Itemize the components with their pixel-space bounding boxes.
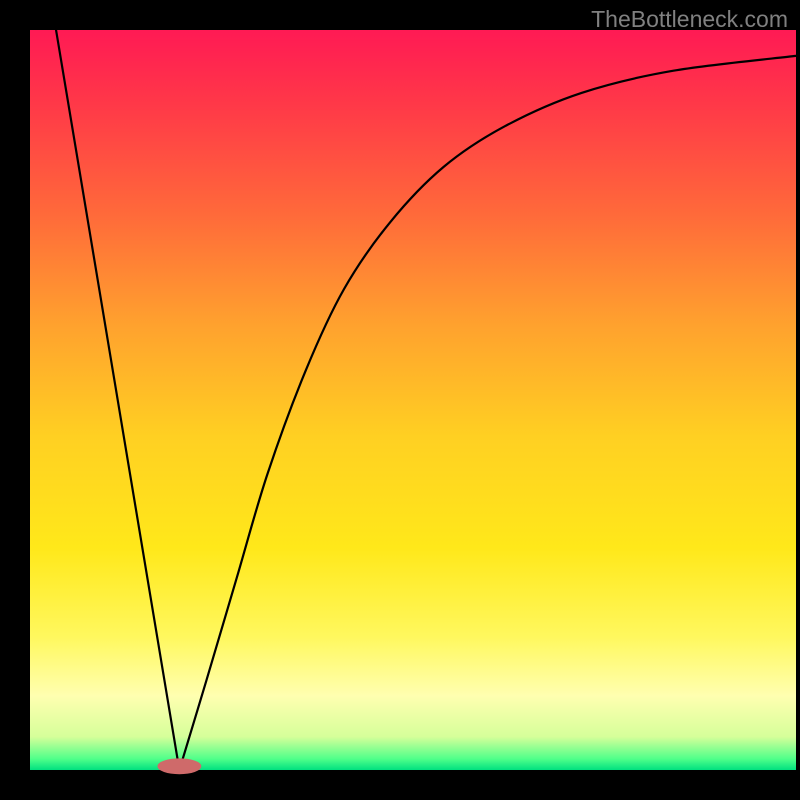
chart-svg [0, 0, 800, 800]
bottleneck-chart: TheBottleneck.com [0, 0, 800, 800]
optimal-marker [158, 759, 201, 774]
